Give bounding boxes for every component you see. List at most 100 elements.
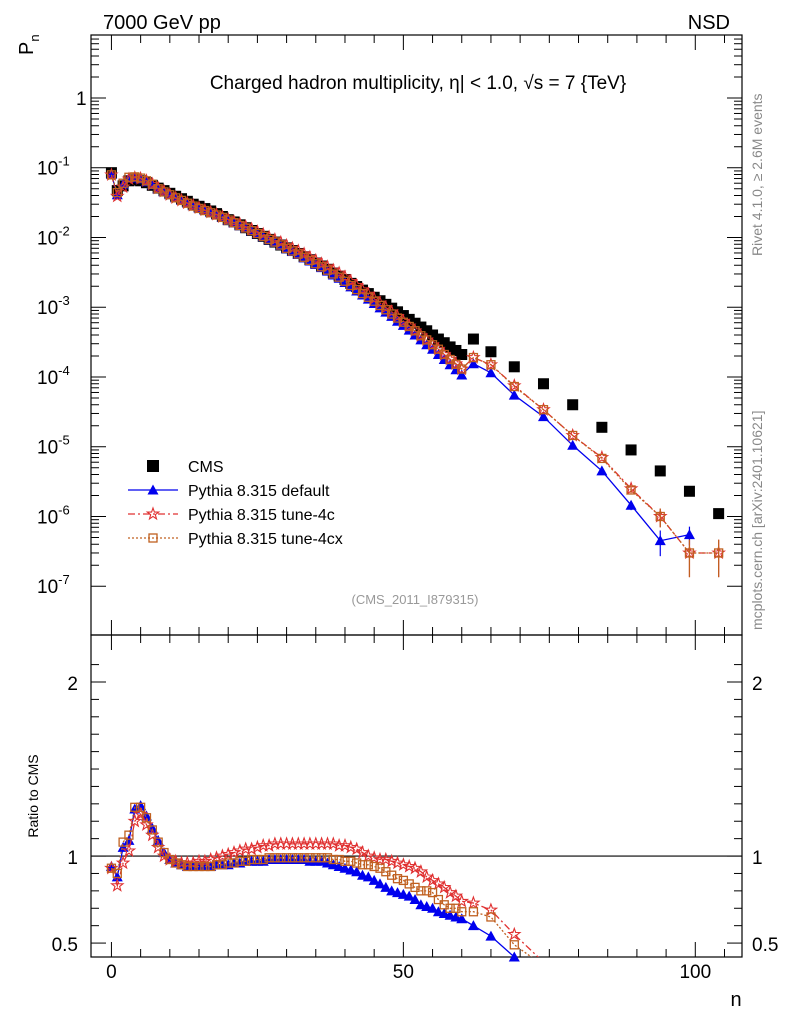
ratio-point-pythia-8-315-tune-4cx xyxy=(235,856,245,866)
ratio-point-pythia-8-315-tune-4c xyxy=(431,876,446,891)
main-point-pythia-8-315-tune-4c xyxy=(308,252,324,267)
ratio-point-pythia-8-315-tune-4c xyxy=(448,888,464,903)
legend-marker-pythia-8-315-tune-4c xyxy=(145,506,161,521)
ratio-point-pythia-8-315-tune-4cx xyxy=(106,863,117,873)
main-point-pythia-8-315-tune-4cx xyxy=(229,218,239,228)
main-point-pythia-8-315-tune-4cx xyxy=(684,548,695,558)
ratio-point-pythia-8-315-tune-4c xyxy=(407,860,423,875)
main-point-pythia-8-315-tune-4cx xyxy=(165,190,175,200)
ratio-point-pythia-8-315-tune-4c xyxy=(110,877,125,892)
ratio-point-pythia-8-315-tune-4cx xyxy=(130,802,140,812)
ratio-point-pythia-8-315-tune-4cx xyxy=(229,858,239,868)
main-point-pythia-8-315-tune-4cx xyxy=(626,485,636,495)
ratio-y-tick-label: 2 xyxy=(67,674,78,695)
ratio-point-pythia-8-315-tune-4cx xyxy=(176,860,187,870)
main-point-pythia-8-315-tune-4cx xyxy=(118,178,128,188)
ratio-point-pythia-8-315-default xyxy=(374,878,386,889)
ratio-point-pythia-8-315-tune-4cx xyxy=(427,887,438,898)
ratio-point-pythia-8-315-tune-4c xyxy=(361,848,376,863)
main-point-pythia-8-315-tune-4cx xyxy=(439,349,449,360)
main-point-pythia-8-315-tune-4cx xyxy=(206,208,216,218)
ratio-point-pythia-8-315-tune-4cx xyxy=(322,853,333,863)
main-point-pythia-8-315-tune-4cx xyxy=(124,172,134,182)
ratio-point-pythia-8-315-tune-4cx xyxy=(357,860,368,870)
ratio-point-pythia-8-315-tune-4cx xyxy=(217,860,228,870)
ratio-point-pythia-8-315-tune-4c xyxy=(226,844,242,859)
ratio-plot-panel: 0.5 0.5 1 1 2 2 0 50 100 xyxy=(52,634,778,983)
ratio-point-pythia-8-315-tune-4cx xyxy=(258,854,268,865)
main-point-pythia-8-315-tune-4cx xyxy=(264,234,274,245)
ratio-point-pythia-8-315-tune-4cx xyxy=(194,861,204,872)
ratio-y-tick-label-right: 0.5 xyxy=(752,935,778,956)
ratio-point-pythia-8-315-default xyxy=(485,930,497,941)
ratio-point-pythia-8-315-tune-4c xyxy=(390,855,405,870)
main-point-pythia-8-315-tune-4cx xyxy=(287,246,298,256)
main-point-pythia-8-315-default xyxy=(456,369,468,380)
main-point-cms xyxy=(427,329,439,341)
ratio-point-pythia-8-315-tune-4c xyxy=(425,872,440,887)
main-point-pythia-8-315-default xyxy=(683,529,695,540)
main-point-pythia-8-315-tune-4cx xyxy=(281,243,292,253)
ratio-point-pythia-8-315-tune-4c xyxy=(343,839,359,854)
main-y-tick-label: 1 xyxy=(76,89,87,110)
ratio-point-pythia-8-315-tune-4c xyxy=(337,837,353,852)
chart-title: Charged hadron multiplicity, η| < 1.0, √… xyxy=(210,73,626,94)
main-point-cms xyxy=(485,346,497,358)
main-point-pythia-8-315-tune-4cx xyxy=(106,170,117,180)
main-point-pythia-8-315-tune-4cx xyxy=(299,252,309,262)
ratio-point-pythia-8-315-tune-4cx xyxy=(200,861,210,872)
ratio-point-pythia-8-315-tune-4cx xyxy=(141,813,152,823)
main-point-cms xyxy=(380,298,392,310)
main-point-cms xyxy=(444,341,456,353)
main-point-pythia-8-315-tune-4cx xyxy=(135,173,146,183)
main-point-cms xyxy=(421,325,433,337)
ratio-point-pythia-8-315-tune-4cx xyxy=(369,861,379,872)
ratio-point-pythia-8-315-tune-4c xyxy=(442,884,458,899)
main-point-cms xyxy=(625,444,637,456)
x-tick-label: 100 xyxy=(679,962,711,983)
main-point-pythia-8-315-tune-4cx xyxy=(597,453,607,464)
ratio-point-pythia-8-315-tune-4cx xyxy=(223,858,233,868)
legend-label-pythia-8-315-tune-4c: Pythia 8.315 tune-4c xyxy=(188,507,335,524)
main-y-tick-label: 10-4 xyxy=(37,363,70,389)
main-plot-panel: 10-7 10-6 10-5 10-4 10-3 10-2 10-1 1 xyxy=(37,34,743,636)
ratio-point-pythia-8-315-tune-4c xyxy=(185,855,201,870)
ratio-point-pythia-8-315-tune-4cx xyxy=(422,886,432,896)
header-process: NSD xyxy=(688,12,730,34)
main-point-pythia-8-315-tune-4cx xyxy=(410,326,420,336)
x-tick-label: 50 xyxy=(393,962,414,983)
ratio-point-pythia-8-315-tune-4cx xyxy=(328,854,338,865)
ratio-point-pythia-8-315-tune-4c xyxy=(244,841,259,856)
ratio-point-pythia-8-315-tune-4c xyxy=(507,926,522,941)
ratio-point-pythia-8-315-tune-4cx xyxy=(171,858,181,868)
main-point-pythia-8-315-tune-4cx xyxy=(457,364,467,374)
main-point-cms xyxy=(415,321,427,333)
main-point-pythia-8-315-default xyxy=(508,389,520,400)
main-point-cms xyxy=(432,333,444,345)
main-point-pythia-8-315-tune-4cx xyxy=(258,231,268,241)
main-point-cms xyxy=(567,399,579,411)
ratio-point-pythia-8-315-tune-4c xyxy=(250,839,265,854)
ratio-point-pythia-8-315-tune-4c xyxy=(396,857,411,871)
main-point-pythia-8-315-default xyxy=(467,358,479,369)
ratio-point-pythia-8-315-tune-4cx xyxy=(211,860,222,870)
main-point-pythia-8-315-tune-4cx xyxy=(293,249,303,259)
x-tick-label: 0 xyxy=(106,962,117,983)
ratio-point-pythia-8-315-tune-4cx xyxy=(252,854,263,865)
ratio-point-pythia-8-315-tune-4cx xyxy=(311,853,321,863)
ratio-y-tick-label: 0.5 xyxy=(52,935,78,956)
ratio-point-pythia-8-315-tune-4c xyxy=(384,853,399,868)
ratio-point-pythia-8-315-default xyxy=(362,871,374,882)
ratio-point-pythia-8-315-tune-4c xyxy=(349,841,365,856)
main-point-cms xyxy=(654,465,666,477)
ratio-point-pythia-8-315-tune-4cx xyxy=(445,903,455,913)
ratio-point-pythia-8-315-tune-4cx xyxy=(305,853,315,863)
ratio-point-pythia-8-315-tune-4cx xyxy=(112,868,122,879)
ratio-point-pythia-8-315-tune-4cx xyxy=(188,861,198,872)
ratio-point-pythia-8-315-tune-4cx xyxy=(153,837,163,847)
main-point-pythia-8-315-default xyxy=(403,324,415,335)
main-y-tick-label: 10-3 xyxy=(37,293,70,319)
side-label-mcplots: mcplots.cern.ch [arXiv:2401.10621] xyxy=(749,411,765,630)
ratio-point-pythia-8-315-tune-4cx xyxy=(118,837,128,847)
